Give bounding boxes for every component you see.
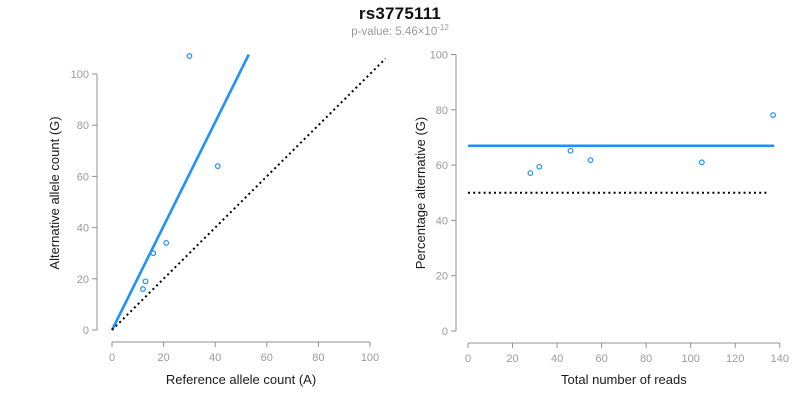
- x-axis-title: Reference allele count (A): [166, 372, 316, 387]
- x-tick-label: 20: [157, 352, 169, 364]
- data-point: [214, 163, 221, 170]
- y-tick-label: 80: [436, 105, 448, 117]
- y-tick-label: 60: [436, 160, 448, 172]
- fit-line: [110, 53, 250, 331]
- x-tick-label: 20: [506, 353, 518, 365]
- plot-subtitle: p-value: 5.46×10-12: [0, 23, 800, 38]
- y-tick-label: 0: [83, 325, 89, 337]
- x-tick-label: 80: [312, 352, 324, 364]
- x-axis-title: Total number of reads: [561, 372, 687, 387]
- data-point: [140, 286, 146, 292]
- y-axis-title: Alternative allele count (G): [47, 116, 62, 269]
- y-tick-label: 100: [430, 50, 448, 62]
- data-point: [698, 159, 705, 166]
- plot-title: rs3775111: [358, 4, 442, 23]
- left-plot: 0 20 40 60 80 100 0 20 40 60 80 100 Reference allele…: [47, 53, 387, 387]
- data-point: [536, 163, 543, 170]
- y-tick-label: 40: [436, 215, 448, 227]
- y-axis-title: Percentage alternative (G): [413, 117, 428, 269]
- x-tick-label: 140: [771, 353, 789, 365]
- data-point: [527, 170, 534, 177]
- x-tick-label: 0: [465, 353, 471, 365]
- y-tick-label: 100: [71, 69, 89, 81]
- data-point: [186, 53, 193, 59]
- y-tick-label: 40: [77, 223, 89, 235]
- p-value-text: p-value: 5.46×10: [351, 25, 438, 38]
- data-point: [567, 147, 574, 154]
- y-tick-label: 20: [436, 271, 448, 283]
- x-tick-label: 100: [682, 353, 700, 365]
- reference-line: [111, 57, 387, 331]
- x-tick-label: 80: [640, 353, 652, 365]
- x-tick-label: 60: [261, 352, 273, 364]
- right-plot: 0 20 40 60 80 100 0 20 40 60 80 100 120 140 Total numb…: [413, 50, 789, 388]
- x-tick-label: 40: [209, 352, 221, 364]
- data-point: [163, 240, 170, 246]
- data-point: [770, 112, 776, 118]
- x-tick-label: 0: [109, 352, 115, 364]
- y-tick-label: 60: [77, 171, 89, 183]
- x-tick-label: 60: [595, 353, 607, 365]
- y-tick-label: 0: [442, 326, 448, 338]
- data-point: [142, 278, 149, 285]
- data-point: [587, 157, 594, 164]
- p-value-superscript: -12: [437, 23, 449, 32]
- data-point: [150, 250, 157, 257]
- x-tick-label: 120: [726, 353, 744, 365]
- x-tick-label: 40: [551, 353, 563, 365]
- y-tick-label: 80: [77, 120, 89, 132]
- x-tick-label: 100: [361, 352, 379, 364]
- y-tick-label: 20: [77, 274, 89, 286]
